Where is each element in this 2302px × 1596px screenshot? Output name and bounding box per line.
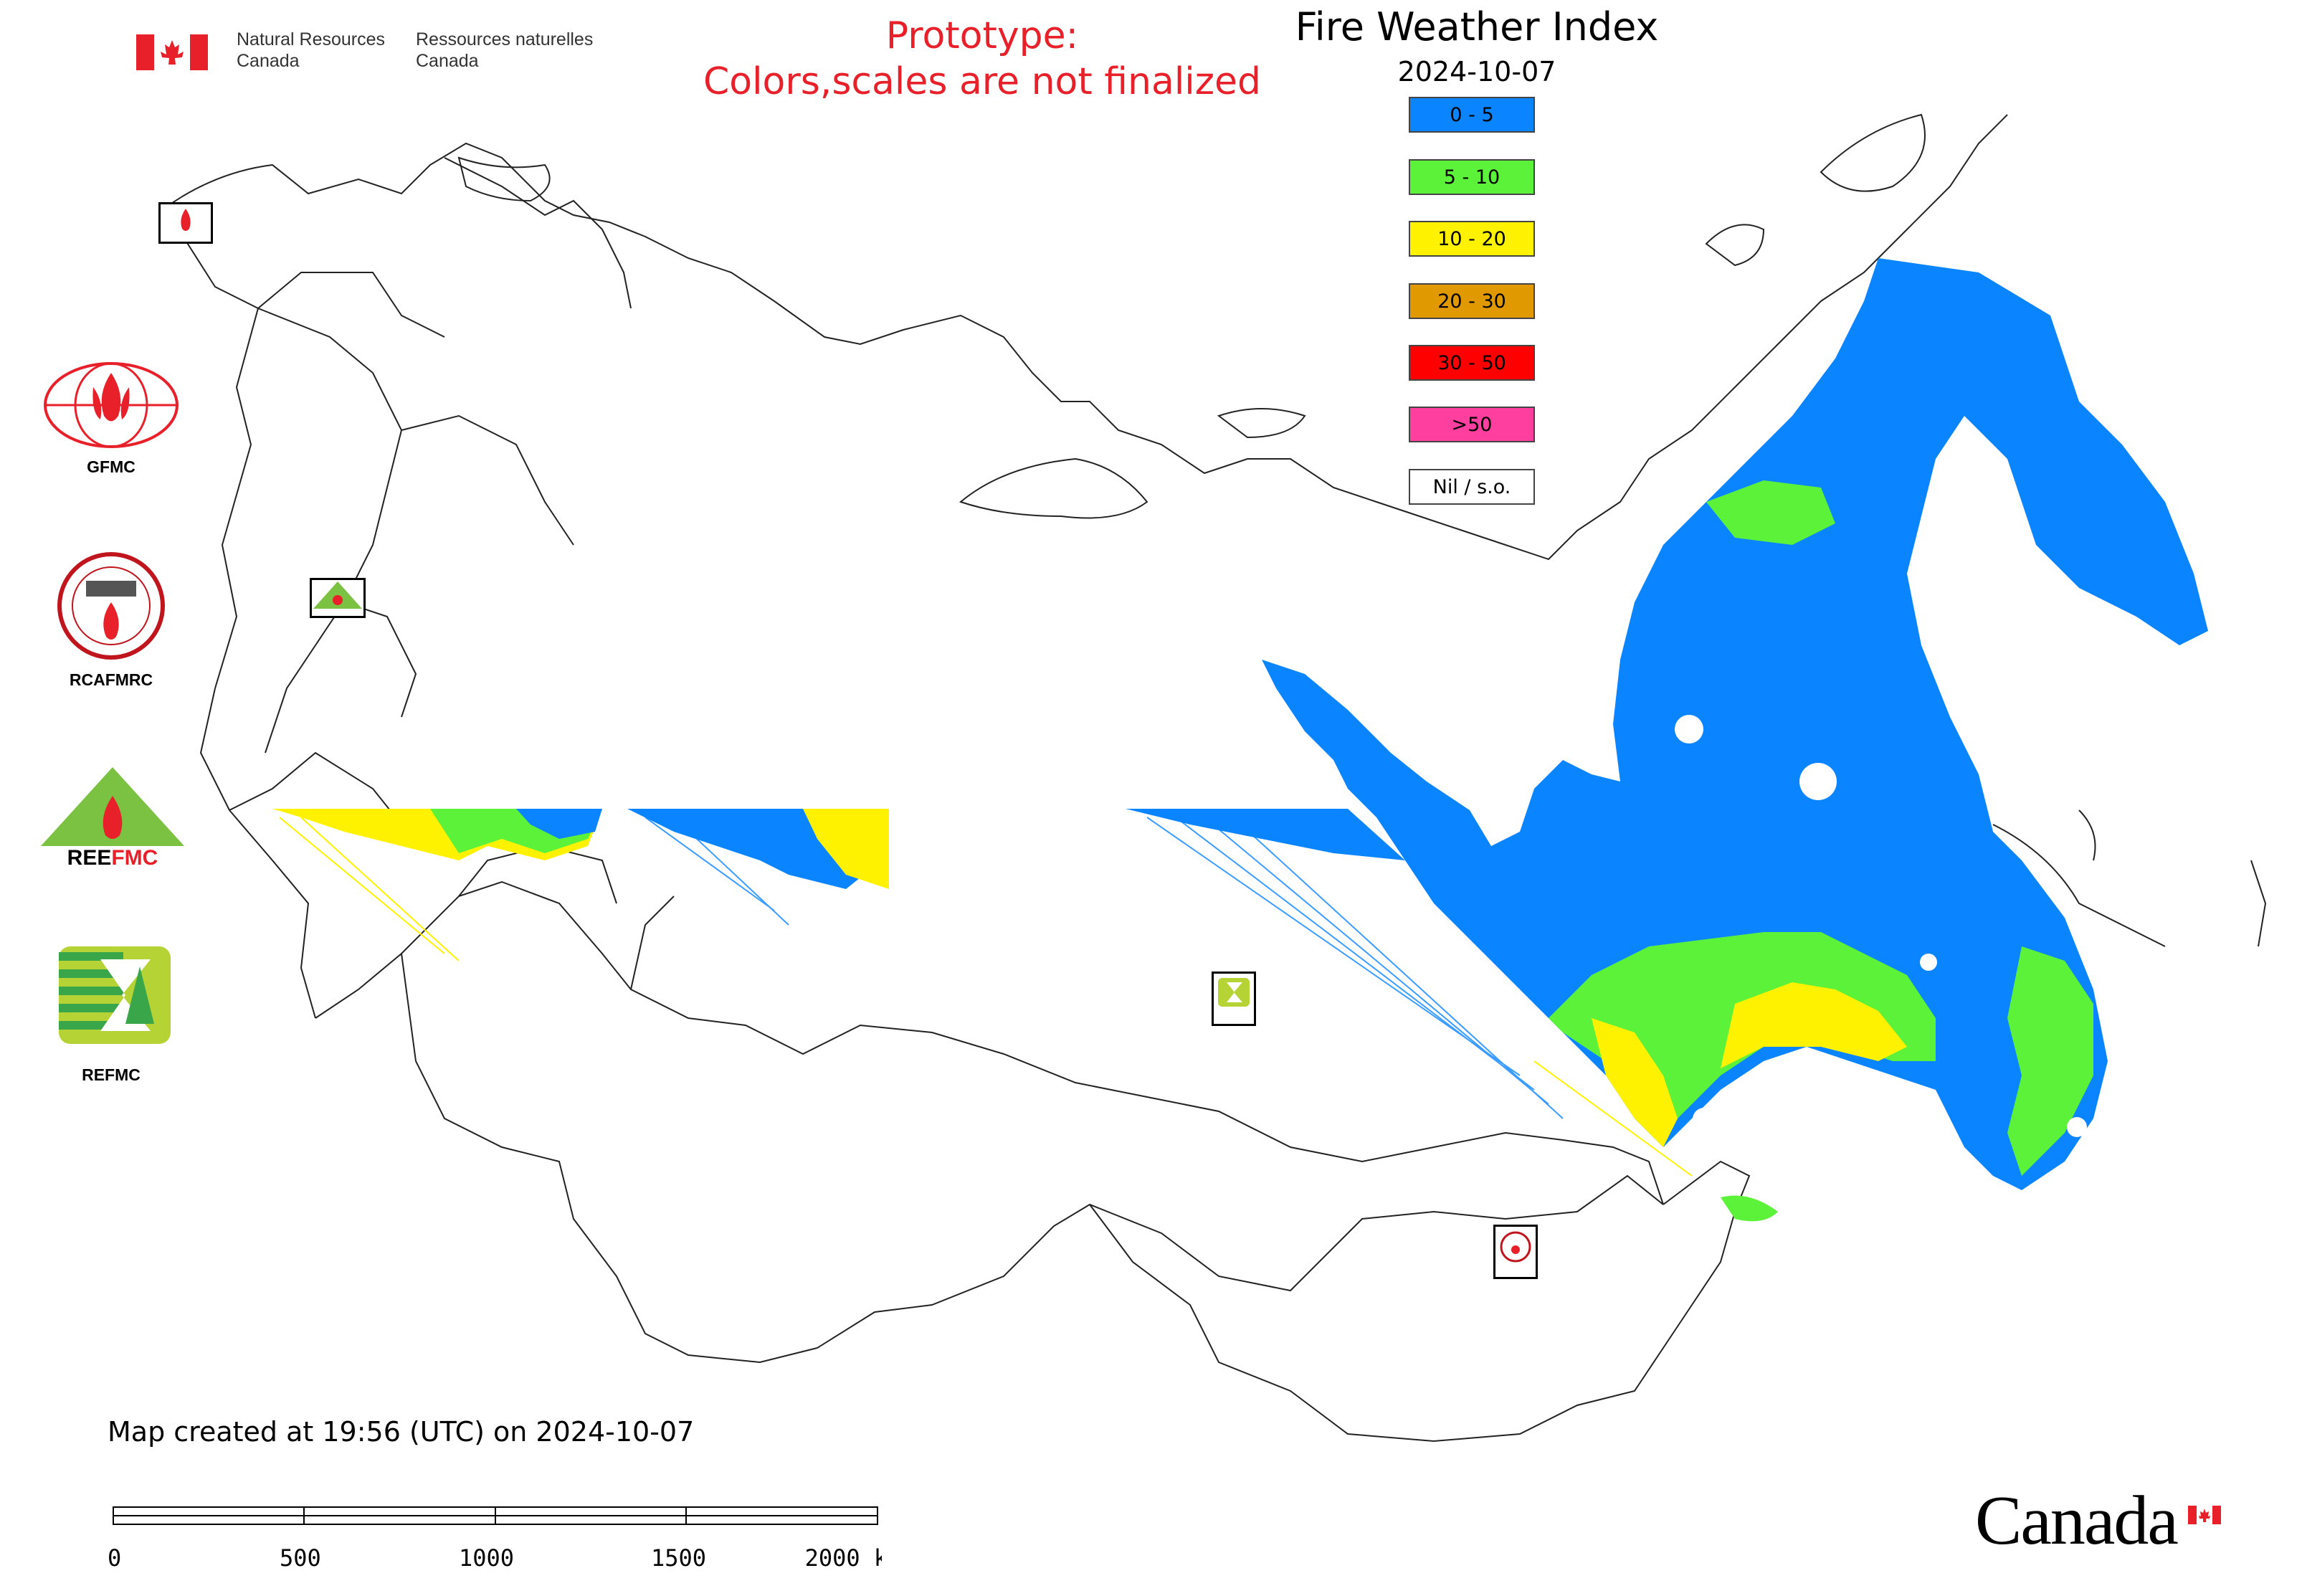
canada-flag-icon [136,34,208,70]
fwi-zone-10-20-west [1592,1018,1678,1147]
fwi-zone-10-20 [1721,982,1907,1068]
org-name-en: Natural Resources Canada [237,29,386,71]
rcafmrc-marker [1493,1225,1538,1279]
refmc-logo-icon [59,946,171,1044]
rcafmrc-mini-icon [1500,1231,1531,1263]
gfmc-marker [158,202,213,244]
reefmc-marker [310,578,366,618]
map-title: Fire Weather Index [1295,4,1659,49]
maple-leaf-icon [2188,1506,2221,1524]
legend-item: 0 - 5 [1409,97,1535,133]
scale-label-500: 500 [280,1544,321,1572]
prototype-notice: Prototype: Colors,scales are not finaliz… [645,13,1319,105]
fwi-coverage [272,258,2208,1222]
fwi-zone-5-10-north [1706,480,1835,545]
fire-logo-icon [181,209,191,231]
reefmc-logo-icon: REEFMC [41,767,184,870]
map-date: 2024-10-07 [1397,56,1556,87]
org-name-fr: Ressources naturelles Canada [416,29,594,71]
fwi-zone-0-5 [1262,258,2208,1190]
fwi-swath-west-blue [516,809,602,839]
fwi-swath-mid-yellow [803,809,889,889]
country-borders [164,113,2267,1443]
legend-item: >50 [1409,407,1535,442]
scale-label-2000: 2000 km [805,1544,882,1572]
legend-item: 10 - 20 [1409,221,1535,257]
fire-logo-icon [44,362,179,448]
legend-item: Nil / s.o. [1409,469,1535,505]
legend-item: 5 - 10 [1409,159,1535,195]
nrcan-header: Natural Resources Canada Ressources natu… [136,29,624,79]
rcafmrc-logo-icon [57,552,165,660]
legend-item: 30 - 50 [1409,345,1535,381]
scale-label-0: 0 [108,1544,121,1572]
canada-wordmark: Canada [1975,1482,2179,1559]
scale-label-1000: 1000 [459,1544,514,1572]
data-gaps [1675,715,2087,1137]
refmc-marker [1212,972,1256,1026]
refmc-label: REFMC [82,1065,141,1084]
svg-text:REEFMC: REEFMC [67,846,158,870]
rcafmrc-label: RCAFMRC [69,670,153,689]
refmc-mini-icon [1218,978,1250,1007]
fwi-swath-east-blue [1126,809,1405,860]
fwi-streaks-yellow [279,817,1693,1177]
scale-bar: 0 500 1000 1500 2000 km [108,1506,882,1572]
prototype-line1: Prototype: [885,14,1079,57]
reefmc-mini-icon [313,581,362,609]
fwi-zone-korea [1721,1195,1778,1222]
legend-item: 20 - 30 [1409,283,1535,319]
gfmc-label: GFMC [87,457,135,476]
map-created-text: Map created at 19:56 (UTC) on 2024-10-07 [108,1416,695,1448]
scale-label-1500: 1500 [651,1544,706,1572]
fwi-streaks [645,817,1564,1119]
prototype-line2: Colors,scales are not finalized [703,60,1262,103]
